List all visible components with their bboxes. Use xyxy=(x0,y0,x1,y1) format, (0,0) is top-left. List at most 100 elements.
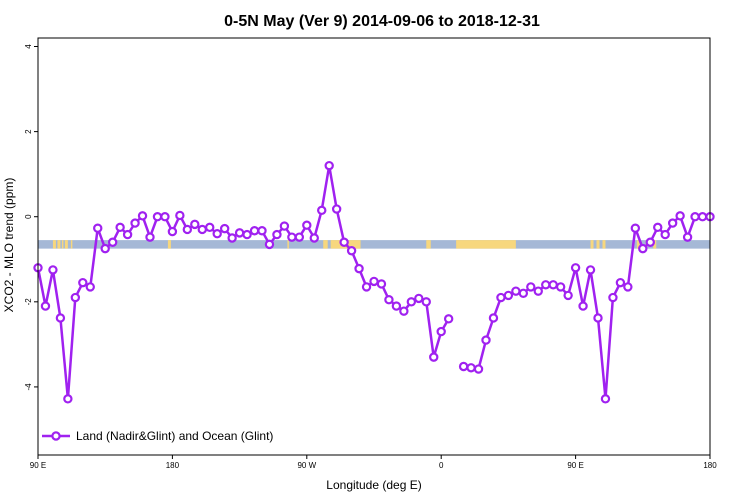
land-segment xyxy=(590,240,594,249)
data-point xyxy=(503,290,514,301)
data-point xyxy=(369,276,379,287)
data-point xyxy=(391,301,402,311)
plot-frame xyxy=(37,37,711,456)
series-line xyxy=(36,164,450,401)
data-point xyxy=(249,226,260,236)
data-point xyxy=(563,290,573,301)
land-ocean-band xyxy=(38,240,710,249)
data-point xyxy=(107,237,118,247)
data-point xyxy=(638,243,648,254)
data-point xyxy=(287,232,297,242)
data-point xyxy=(660,229,670,240)
data-point xyxy=(130,218,140,228)
data-point xyxy=(302,220,312,230)
data-point xyxy=(294,232,305,242)
data-point xyxy=(40,301,51,311)
y-tick-label: -4 xyxy=(24,383,33,391)
x-axis: 90 E 180 90 W 0 90 E 180 xyxy=(30,455,717,470)
data-point xyxy=(361,282,372,292)
data-point xyxy=(339,237,349,247)
land-segment xyxy=(653,240,657,249)
data-point xyxy=(384,294,394,305)
data-point xyxy=(511,286,521,296)
land-segment xyxy=(57,240,61,249)
data-point xyxy=(429,352,439,362)
data-point xyxy=(354,263,364,274)
data-point xyxy=(623,282,633,292)
data-point xyxy=(578,301,588,311)
y-tick-label: 2 xyxy=(24,129,33,134)
data-point xyxy=(212,229,222,239)
ocean-band xyxy=(38,240,710,249)
land-segment xyxy=(636,240,640,249)
data-point xyxy=(414,293,424,304)
land-segment xyxy=(167,240,171,249)
data-point xyxy=(272,229,282,240)
data-point xyxy=(533,286,543,296)
data-point xyxy=(421,297,431,307)
y-tick-label: 0 xyxy=(24,214,33,219)
data-point xyxy=(331,204,342,214)
data-point xyxy=(227,233,237,243)
data-point xyxy=(466,363,476,373)
data-point xyxy=(219,223,230,234)
land-segment xyxy=(596,240,600,249)
data-point xyxy=(436,326,446,337)
data-point xyxy=(115,222,125,233)
data-point xyxy=(137,211,148,221)
series-layer xyxy=(33,160,715,404)
data-point xyxy=(324,160,334,171)
data-point xyxy=(608,292,618,303)
data-point xyxy=(690,212,700,222)
land-segment xyxy=(64,240,68,249)
y-tick-label: 4 xyxy=(24,44,33,49)
data-point xyxy=(667,218,678,228)
data-point xyxy=(473,364,484,374)
land-segment xyxy=(456,240,516,249)
land-segment xyxy=(61,240,64,249)
y-axis-label: XCO2 - MLO trend (ppm) xyxy=(2,178,16,313)
x-axis-label: Longitude (deg E) xyxy=(326,478,421,492)
data-point xyxy=(70,292,81,303)
data-point xyxy=(585,265,596,275)
land-segment xyxy=(323,240,328,249)
data-point xyxy=(63,394,73,404)
data-point xyxy=(257,226,267,236)
data-point xyxy=(443,314,454,324)
data-point xyxy=(309,233,319,243)
data-point xyxy=(593,313,603,323)
data-point xyxy=(122,229,133,240)
data-point xyxy=(175,210,185,221)
data-point xyxy=(279,221,290,231)
data-point xyxy=(234,228,245,238)
data-point xyxy=(675,211,685,221)
data-point xyxy=(100,243,110,254)
data-point xyxy=(205,222,215,233)
data-point xyxy=(458,361,469,372)
x-tick-label: 180 xyxy=(703,461,717,470)
data-point xyxy=(630,223,641,233)
legend: Land (Nadir&Glint) and Ocean (Glint) xyxy=(42,429,273,443)
data-point xyxy=(152,212,163,222)
legend-label: Land (Nadir&Glint) and Ocean (Glint) xyxy=(76,429,273,443)
data-point xyxy=(55,313,66,323)
land-segment xyxy=(52,240,56,249)
data-point xyxy=(653,222,663,233)
data-point xyxy=(555,282,566,292)
data-point xyxy=(548,280,558,290)
x-tick-label: 90 E xyxy=(567,461,583,470)
x-tick-label: 180 xyxy=(166,461,180,470)
land-segment xyxy=(287,240,289,249)
data-point xyxy=(93,223,103,233)
land-segment xyxy=(70,240,73,249)
data-point xyxy=(481,335,491,345)
legend-marker xyxy=(51,431,61,441)
data-point xyxy=(399,306,409,316)
data-point xyxy=(541,280,551,290)
land-segment xyxy=(426,240,431,249)
data-point xyxy=(242,229,252,240)
x-tick-label: 90 E xyxy=(30,461,46,470)
data-point xyxy=(570,263,581,273)
data-point xyxy=(264,239,275,250)
y-axis: -4 -2 0 2 4 xyxy=(24,44,38,391)
